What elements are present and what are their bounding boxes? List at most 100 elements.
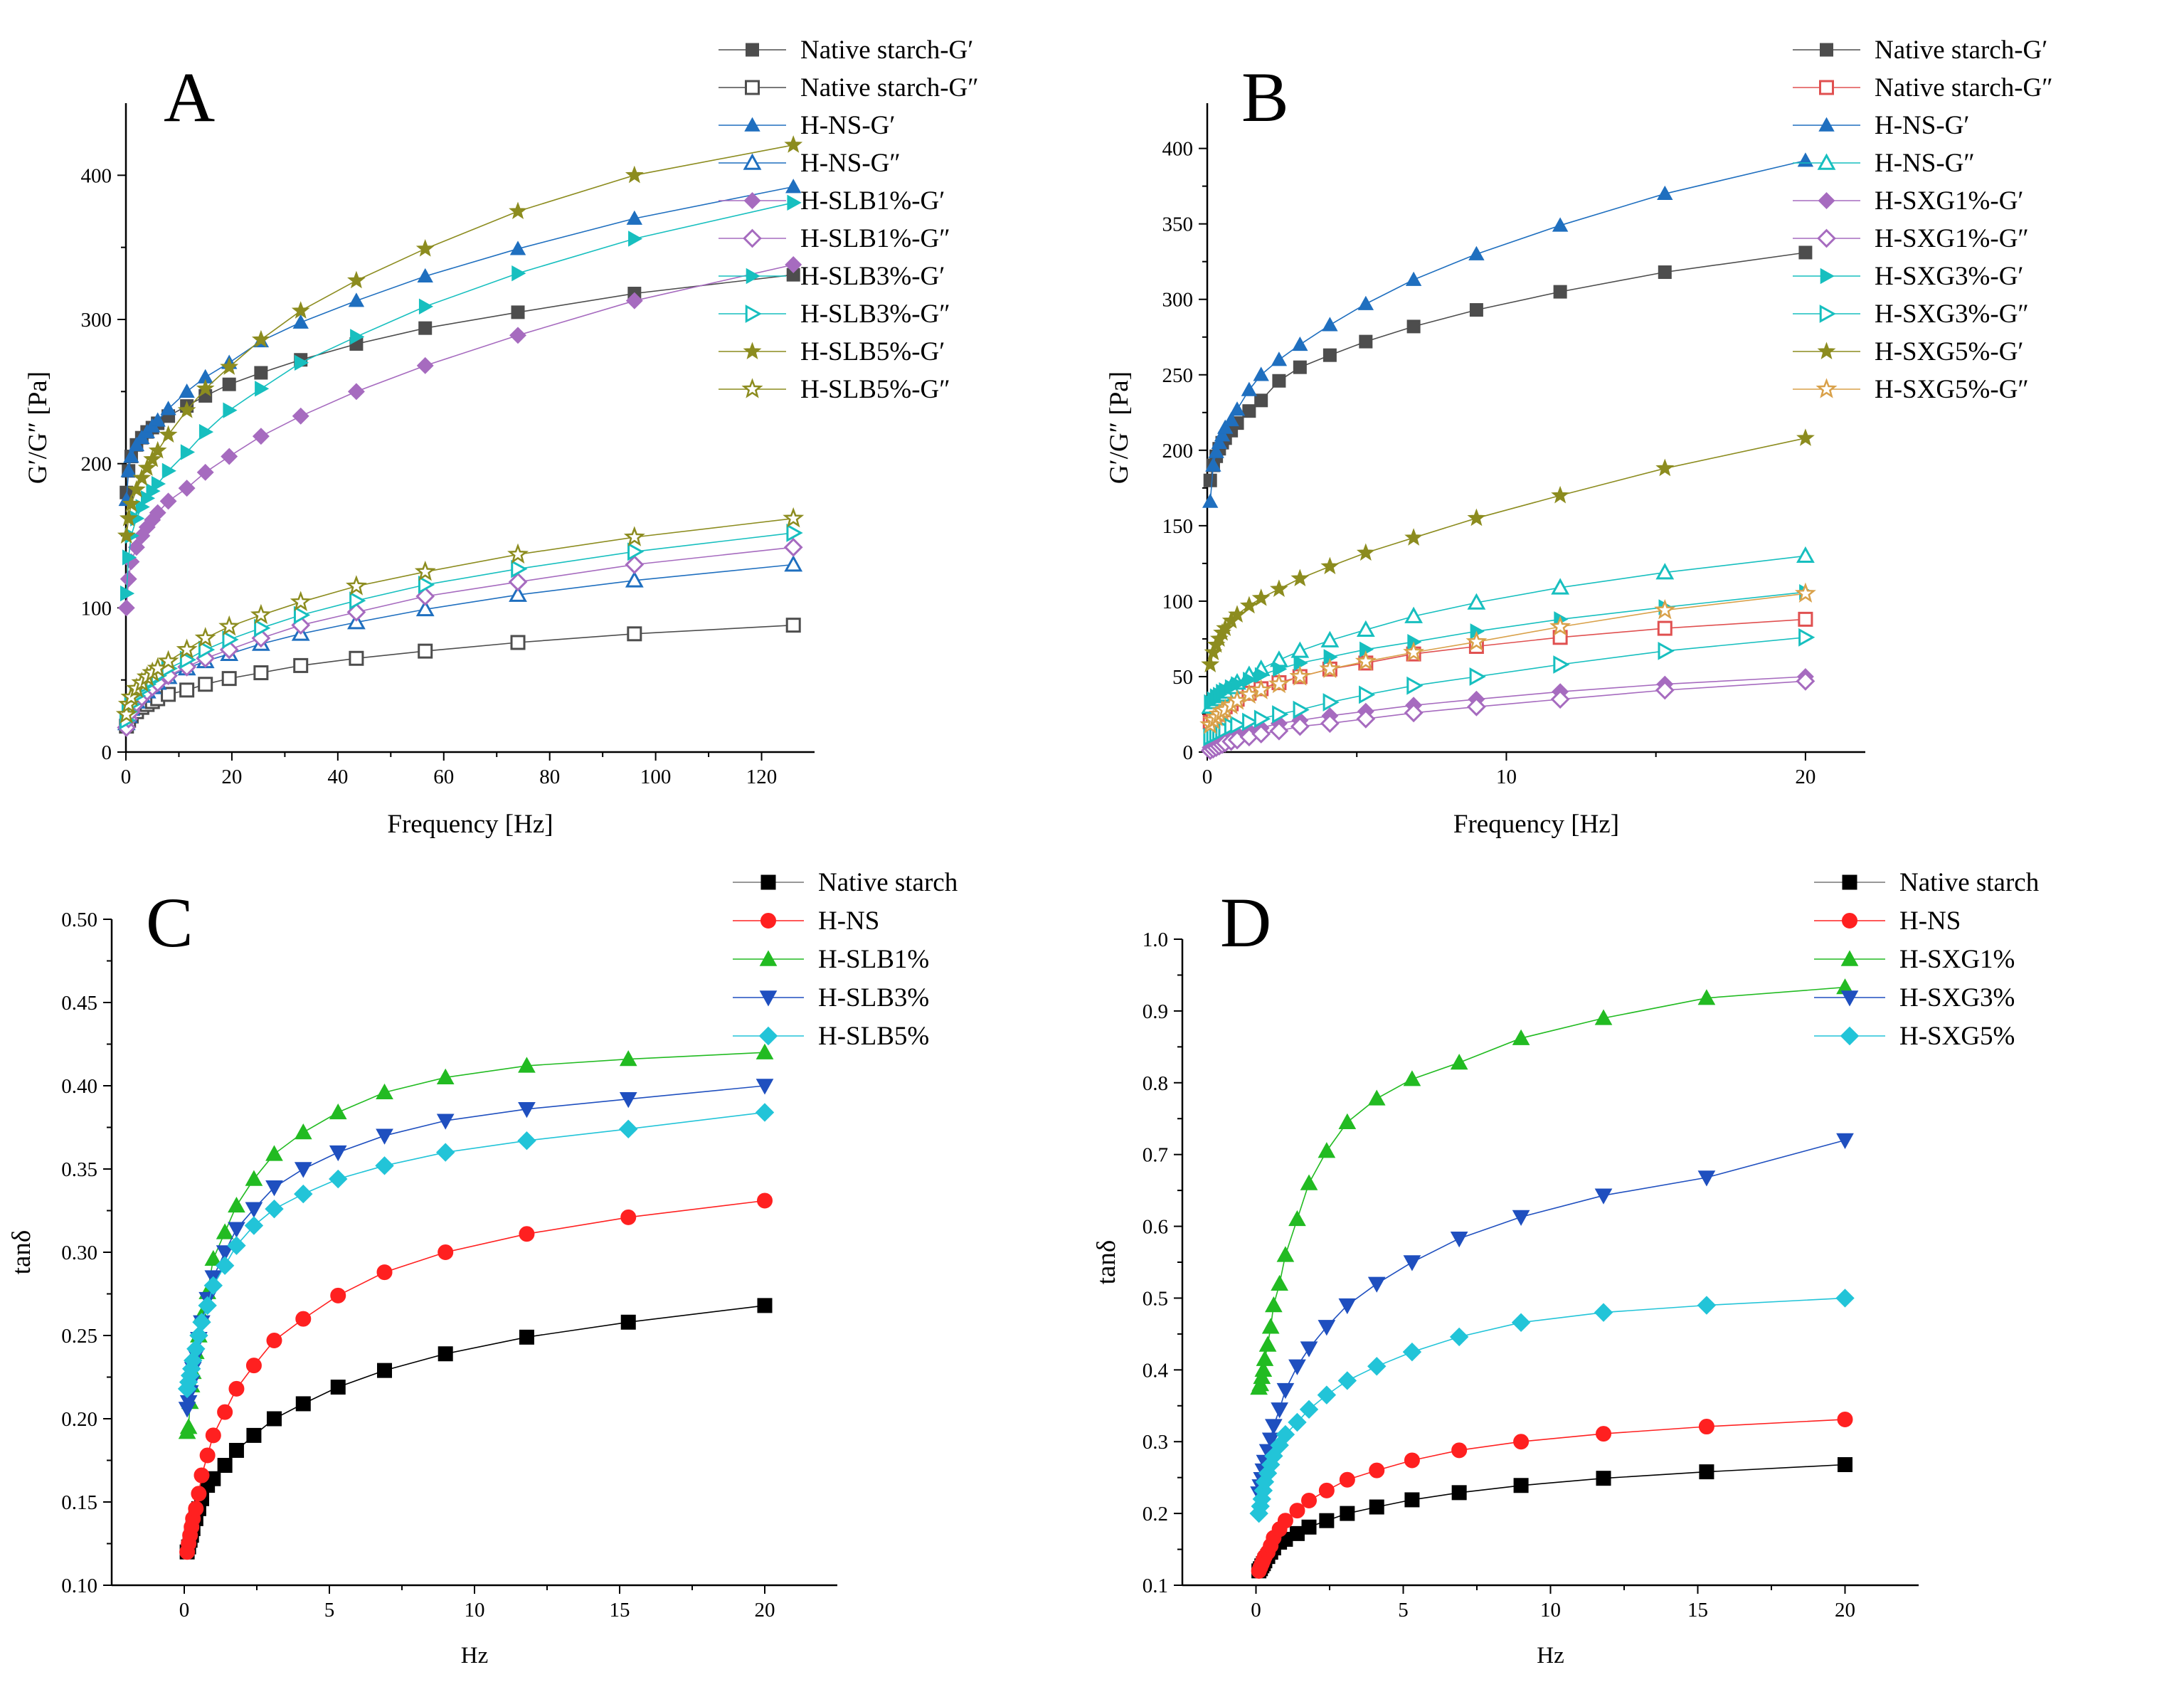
- y-tick-label: 50: [1172, 666, 1193, 689]
- data-point: [1318, 1320, 1336, 1336]
- legend-label: H-SLB1%: [818, 945, 929, 974]
- y-axis-label: tanδ: [1092, 1240, 1121, 1285]
- data-point: [1318, 1142, 1336, 1158]
- data-point: [160, 401, 176, 416]
- x-tick-label: 0: [1251, 1599, 1261, 1622]
- legend-marker: [1815, 378, 1838, 398]
- data-point: [1241, 381, 1258, 396]
- data-point: [123, 448, 139, 463]
- data-point: [1205, 457, 1221, 472]
- data-point: [415, 239, 435, 257]
- data-point: [1655, 680, 1675, 700]
- legend-label: H-SXG3%-G″: [1875, 300, 2029, 329]
- data-point: [1596, 1426, 1612, 1442]
- data-point: [1450, 1232, 1468, 1248]
- data-point: [217, 1458, 233, 1474]
- data-point: [127, 480, 146, 498]
- legend-marker: [1817, 228, 1836, 248]
- data-point: [1467, 593, 1486, 610]
- data-point: [329, 1103, 347, 1120]
- data-point: [757, 1298, 773, 1313]
- data-point: [246, 1427, 262, 1443]
- data-point: [418, 298, 434, 314]
- data-point: [511, 559, 528, 578]
- data-point: [1657, 185, 1673, 201]
- data-point: [757, 1192, 773, 1209]
- legend-marker: [743, 192, 761, 209]
- data-point: [177, 401, 196, 418]
- data-point: [1403, 1070, 1421, 1086]
- y-tick-label: 0.4: [1143, 1359, 1169, 1382]
- data-point: [1238, 683, 1260, 704]
- data-point: [376, 1083, 393, 1100]
- data-point: [1359, 685, 1376, 704]
- data-point: [511, 265, 526, 282]
- data-point: [1795, 582, 1816, 603]
- y-tick-label: 100: [81, 597, 112, 620]
- data-point: [1796, 546, 1815, 564]
- data-point: [1406, 676, 1424, 695]
- x-tick-label: 5: [1398, 1599, 1409, 1622]
- data-point: [194, 1467, 210, 1483]
- data-point: [1549, 615, 1571, 636]
- data-point: [1551, 485, 1570, 504]
- data-point: [623, 526, 645, 546]
- data-point: [416, 356, 434, 374]
- data-point: [216, 1245, 234, 1262]
- data-point: [120, 462, 137, 477]
- data-point: [265, 1180, 283, 1197]
- legend-label: H-SXG3%-G′: [1875, 262, 2024, 291]
- data-point: [1211, 434, 1228, 449]
- data-point: [1404, 528, 1424, 546]
- y-tick-label: 0.25: [61, 1325, 97, 1348]
- y-tick-label: 0.15: [61, 1491, 97, 1514]
- data-point: [245, 1358, 262, 1374]
- data-point: [1594, 1009, 1613, 1025]
- data-point: [438, 1346, 453, 1362]
- data-point: [1208, 443, 1224, 458]
- data-point: [215, 1256, 235, 1275]
- y-tick-label: 0.2: [1143, 1503, 1168, 1525]
- data-point: [756, 1079, 774, 1095]
- series-line: [125, 144, 794, 536]
- legend-label: H-SLB3%: [818, 983, 929, 1012]
- series-line: [1258, 986, 1845, 1388]
- data-point: [1356, 543, 1375, 561]
- data-point: [1797, 152, 1814, 167]
- data-point: [1340, 1506, 1355, 1521]
- data-point: [1402, 1342, 1422, 1362]
- data-point: [1268, 672, 1290, 694]
- data-point: [346, 575, 367, 596]
- x-tick-label: 20: [221, 766, 242, 788]
- data-point: [132, 468, 152, 486]
- legend-label: H-SXG5%-G′: [1875, 337, 2024, 366]
- legend-label: H-SLB5%-G″: [800, 375, 950, 404]
- data-point: [265, 1145, 283, 1161]
- data-point: [1223, 412, 1239, 427]
- data-point: [291, 301, 310, 319]
- data-point: [347, 383, 365, 401]
- legend-label: H-NS-G″: [800, 149, 901, 178]
- legend-label: H-SXG1%-G″: [1875, 224, 2029, 253]
- data-point: [1697, 989, 1716, 1005]
- data-point: [203, 1276, 223, 1296]
- data-point: [1655, 563, 1675, 580]
- data-point: [376, 1128, 393, 1145]
- x-tick-label: 80: [539, 766, 560, 788]
- data-point: [1356, 709, 1376, 729]
- data-point: [1322, 348, 1337, 362]
- data-point: [198, 640, 216, 660]
- data-point: [1512, 1210, 1530, 1226]
- data-point: [1271, 1274, 1288, 1291]
- data-point: [1269, 721, 1289, 741]
- series-line: [1209, 438, 1806, 665]
- data-point: [204, 1249, 223, 1266]
- data-point: [785, 179, 802, 194]
- data-point: [161, 462, 176, 479]
- data-point: [436, 1114, 455, 1130]
- legend-marker: [1819, 305, 1836, 323]
- legend-marker: [745, 80, 760, 95]
- y-tick-label: 0.50: [61, 909, 97, 931]
- data-point: [1367, 1357, 1387, 1376]
- data-point: [178, 480, 196, 497]
